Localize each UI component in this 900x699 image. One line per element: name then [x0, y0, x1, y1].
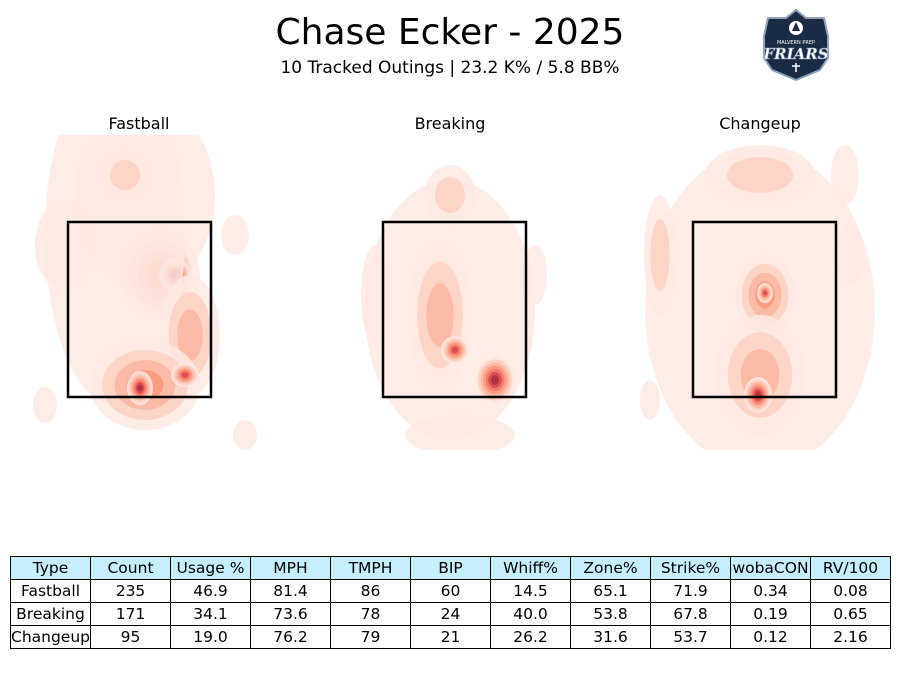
density-contour — [221, 215, 249, 255]
table-cell: 171 — [90, 602, 171, 626]
table-cell: 0.12 — [730, 625, 811, 649]
heatmap-fastball — [33, 135, 257, 450]
density-contour — [137, 384, 143, 392]
density-contour — [35, 200, 95, 290]
heatmap-breaking — [361, 165, 547, 450]
panel-title-breaking: Breaking — [414, 114, 486, 133]
strike-zone-box — [381, 220, 528, 399]
column-header: Count — [90, 556, 171, 580]
density-contour — [836, 225, 864, 285]
table-cell: 21 — [410, 625, 491, 649]
density-contour — [233, 420, 257, 450]
density-contour — [426, 282, 454, 348]
density-contour — [491, 375, 499, 385]
column-header: Usage % — [170, 556, 251, 580]
table-cell: Fastball — [10, 579, 91, 603]
table-cell: 78 — [330, 602, 411, 626]
strike-zone-box — [66, 220, 213, 399]
table-cell: 24 — [410, 602, 491, 626]
table-cell: 46.9 — [170, 579, 251, 603]
heatmap-changeup — [640, 145, 875, 450]
table-cell: 0.34 — [730, 579, 811, 603]
table-header-row: Type Count Usage % MPH TMPH BIP Whiff% Zone% Str… — [10, 556, 891, 580]
table-cell: Changeup — [10, 625, 91, 649]
page-title: Chase Ecker - 2025 — [275, 12, 625, 53]
table-cell: 86 — [330, 579, 411, 603]
strike-zone-box — [691, 220, 838, 399]
density-contour — [110, 160, 140, 190]
table-cell: 53.8 — [570, 602, 651, 626]
page-subtitle: 10 Tracked Outings | 23.2 K% / 5.8 BB% — [280, 58, 620, 78]
svg-text:FRIARS: FRIARS — [762, 45, 828, 63]
density-contour — [45, 135, 185, 405]
density-contour — [523, 245, 547, 305]
density-contour — [640, 380, 660, 420]
table-cell: 0.19 — [730, 602, 811, 626]
table-cell: 67.8 — [650, 602, 731, 626]
table-cell: 79 — [330, 625, 411, 649]
table-row: Changeup 95 19.0 76.2 79 21 26.2 31.6 53.7 0.12 2.… — [10, 625, 891, 649]
density-contour — [451, 346, 459, 354]
density-contour — [831, 145, 859, 205]
column-header: Strike% — [650, 556, 731, 580]
density-contour — [181, 372, 189, 378]
table-cell: 81.4 — [250, 579, 331, 603]
svg-text:MALVERN PREP: MALVERN PREP — [777, 40, 815, 46]
density-contour — [650, 219, 670, 291]
table-row: Breaking 171 34.1 73.6 78 24 40.0 53.8 67.8 0.19 0… — [10, 602, 891, 626]
table-cell: 14.5 — [490, 579, 571, 603]
table-cell: Breaking — [10, 602, 91, 626]
table-cell: 26.2 — [490, 625, 571, 649]
table-row: Fastball 235 46.9 81.4 86 60 14.5 65.1 71.9 0.34 0… — [10, 579, 891, 603]
table-cell: 95 — [90, 625, 171, 649]
table-cell: 60 — [410, 579, 491, 603]
density-contour — [435, 177, 465, 213]
column-header: BIP — [410, 556, 491, 580]
table-cell: 19.0 — [170, 625, 251, 649]
column-header: Type — [10, 556, 91, 580]
density-contour — [177, 309, 203, 361]
column-header: RV/100 — [810, 556, 891, 580]
density-contour — [727, 157, 793, 193]
table-cell: 71.9 — [650, 579, 731, 603]
table-cell: 31.6 — [570, 625, 651, 649]
density-contour — [361, 245, 389, 345]
table-cell: 76.2 — [250, 625, 331, 649]
panel-title-fastball: Fastball — [108, 114, 170, 133]
panel-title-changeup: Changeup — [719, 114, 801, 133]
table-cell: 0.08 — [810, 579, 891, 603]
column-header: Zone% — [570, 556, 651, 580]
table-cell: 73.6 — [250, 602, 331, 626]
column-header: TMPH — [330, 556, 411, 580]
table-cell: 53.7 — [650, 625, 731, 649]
table-cell: 235 — [90, 579, 171, 603]
column-header: Whiff% — [490, 556, 571, 580]
table-cell: 65.1 — [570, 579, 651, 603]
table-cell: 0.65 — [810, 602, 891, 626]
density-contour — [763, 290, 767, 296]
table-cell: 40.0 — [490, 602, 571, 626]
pitch-stats-table: Type Count Usage % MPH TMPH BIP Whiff% Zone% Str… — [10, 556, 891, 649]
density-contour — [33, 387, 57, 423]
density-contour — [405, 415, 515, 450]
column-header: wobaCON — [730, 556, 811, 580]
friars-shield-logo: MALVERN PREP FRIARS — [762, 8, 829, 82]
column-header: MPH — [250, 556, 331, 580]
table-cell: 2.16 — [810, 625, 891, 649]
table-cell: 34.1 — [170, 602, 251, 626]
